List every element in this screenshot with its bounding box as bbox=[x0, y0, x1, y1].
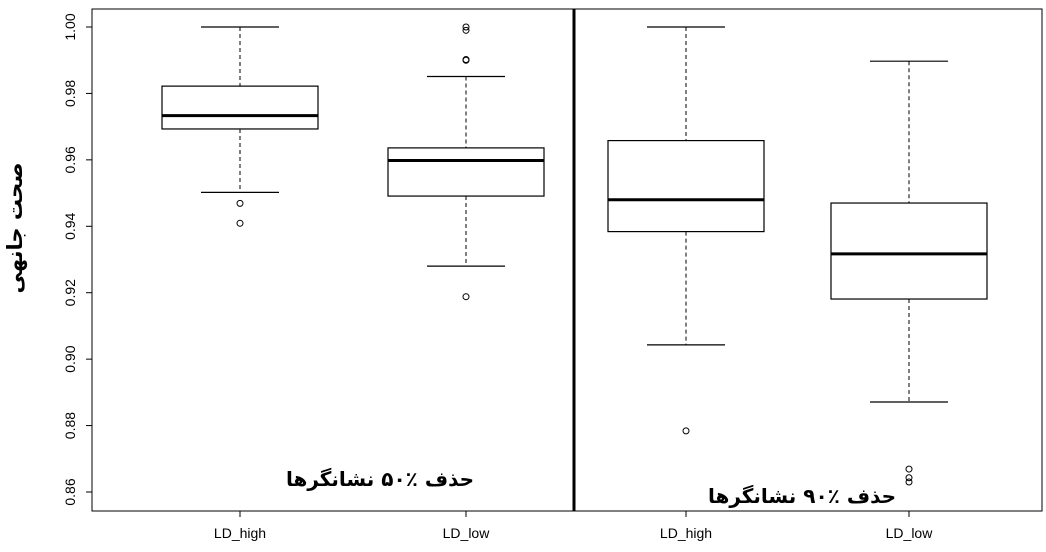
y-tick-label: 0.98 bbox=[62, 80, 78, 107]
box-ld-low bbox=[830, 202, 988, 300]
y-tick-label: 1.00 bbox=[62, 13, 78, 40]
y-tick-label: 0.90 bbox=[62, 345, 78, 372]
plot-area: 0.86 0.88 0.90 0.92 0.94 0.96 0.98 1.00 LD_high L… bbox=[62, 8, 1043, 541]
x-tick-label: LD_low bbox=[443, 525, 491, 541]
plot-frame bbox=[91, 8, 1043, 512]
outlier-point bbox=[905, 474, 913, 482]
panel-label-50-percent: حذف ٪۵۰ نشانگرها bbox=[286, 467, 474, 491]
y-axis-label: صحت جانهی bbox=[3, 163, 27, 294]
outlier-point bbox=[682, 427, 690, 435]
outlier-point bbox=[462, 23, 470, 31]
outlier-point bbox=[462, 26, 470, 34]
y-tick-label: 0.92 bbox=[62, 279, 78, 306]
outlier-point bbox=[462, 56, 470, 64]
outlier-point bbox=[905, 465, 913, 473]
box-ld-high bbox=[607, 139, 765, 233]
y-axis-label-group: صحت جانهی bbox=[3, 163, 27, 294]
panel-label-90-percent: حذف ٪۹۰ نشانگرها bbox=[708, 484, 896, 508]
x-tick-label: LD_low bbox=[886, 525, 934, 541]
y-tick-label: 0.86 bbox=[62, 478, 78, 505]
y-tick-label: 0.96 bbox=[62, 146, 78, 173]
box-ld-low bbox=[387, 147, 545, 197]
y-tick-label: 0.94 bbox=[62, 212, 78, 239]
y-tick-label: 0.88 bbox=[62, 412, 78, 439]
outlier-point bbox=[905, 478, 913, 486]
outlier-point bbox=[462, 293, 470, 301]
outlier-point bbox=[236, 199, 244, 207]
x-tick-label: LD_high bbox=[214, 525, 266, 541]
box-ld-high bbox=[161, 85, 319, 130]
outlier-point bbox=[236, 219, 244, 227]
x-tick-label: LD_high bbox=[660, 525, 712, 541]
